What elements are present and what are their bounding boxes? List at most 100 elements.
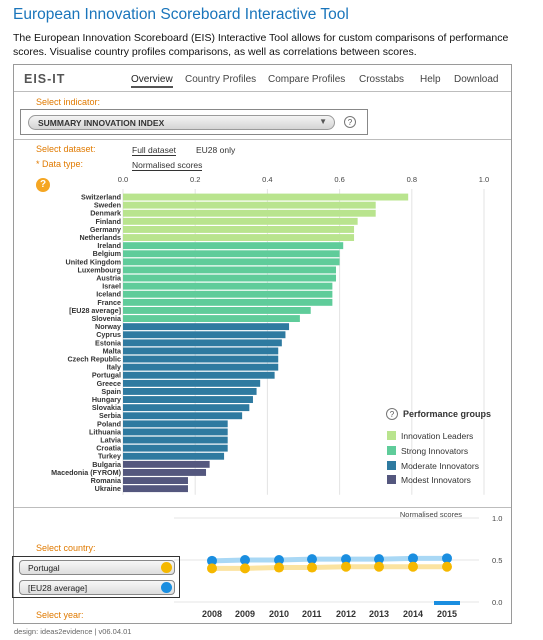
selected-year-marker <box>434 601 460 605</box>
year-label: Select year: <box>36 610 84 620</box>
x-tick-label: 0.2 <box>190 175 200 184</box>
trend-point-eu28-average-2014 <box>408 553 418 564</box>
trend-point-portugal-2010 <box>274 562 284 573</box>
bar-bulgaria <box>123 460 210 468</box>
trend-line-eu28-average <box>209 555 450 564</box>
indicator-help-icon[interactable]: ? <box>344 116 356 128</box>
bar-finland <box>123 217 358 225</box>
bar-label-italy: Italy <box>107 363 121 372</box>
bar-label-cyprus: Cyprus <box>96 330 121 339</box>
datatype-label: * Data type: <box>36 159 84 169</box>
dataset-option-eu28[interactable]: EU28 only <box>196 145 236 155</box>
year-2009[interactable]: 2009 <box>235 609 256 619</box>
trend-y-tick-label: 1.0 <box>492 514 502 523</box>
indicator-label: Select indicator: <box>36 97 101 107</box>
trend-point-eu28-average-2009 <box>240 555 250 565</box>
bar-macedonia-fyrom <box>123 469 207 476</box>
bar-label-france: France <box>97 298 121 307</box>
bar-label-macedonia-fyrom: Macedonia (FYROM) <box>51 468 121 477</box>
bar-slovenia <box>123 315 300 322</box>
bar-portugal <box>123 371 275 379</box>
tab-download[interactable]: Download <box>454 74 499 85</box>
tab-country-profiles[interactable]: Country Profiles <box>185 74 257 85</box>
bar-label-bulgaria: Bulgaria <box>92 460 122 469</box>
bar-label-ukraine: Ukraine <box>95 484 121 493</box>
year-2012[interactable]: 2012 <box>336 609 357 619</box>
bar-label-portugal: Portugal <box>92 371 121 380</box>
bar-label-norway: Norway <box>95 322 121 331</box>
bar-iceland <box>123 290 333 298</box>
indicator-select[interactable]: SUMMARY INNOVATION INDEX ▼ <box>28 115 335 130</box>
trend-point-eu28-average-2010 <box>274 555 284 565</box>
bar-estonia <box>123 339 282 347</box>
trend-point-eu28-average-2011 <box>307 554 317 565</box>
tab-help[interactable]: Help <box>420 74 441 85</box>
bar-ukraine <box>123 485 188 493</box>
bar-slovakia <box>123 404 250 412</box>
bar-label-denmark: Denmark <box>90 209 121 218</box>
year-2011[interactable]: 2011 <box>302 609 322 619</box>
tab-overview[interactable]: Overview <box>131 74 173 88</box>
country-item-portugal-label: Portugal <box>28 563 60 573</box>
tab-compare-profiles[interactable]: Compare Profiles <box>268 74 346 85</box>
page-title: European Innovation Scoreboard Interacti… <box>13 6 349 23</box>
x-tick-label: 0.4 <box>262 175 272 184</box>
bar-label-latvia: Latvia <box>100 436 122 445</box>
bar-denmark <box>123 209 376 217</box>
x-tick-label: 0.6 <box>334 175 344 184</box>
bar-label-czech-republic: Czech Republic <box>67 355 121 364</box>
legend-label-strong: Strong Innovators <box>401 446 469 456</box>
legend-help-icon[interactable]: ? <box>386 408 398 420</box>
trend-point-eu28-average-2013 <box>374 554 384 565</box>
bar-label-poland: Poland <box>97 419 121 428</box>
bar-label-malta: Malta <box>103 346 122 355</box>
dataset-option-full[interactable]: Full dataset <box>132 145 176 156</box>
bar-croatia <box>123 444 228 452</box>
x-tick-label: 0.0 <box>118 175 128 184</box>
year-2015[interactable]: 2015 <box>437 609 458 619</box>
country-item-portugal[interactable]: Portugal <box>19 560 175 575</box>
datatype-value[interactable]: Normalised scores <box>132 160 203 171</box>
bar-label-estonia: Estonia <box>95 338 122 347</box>
bar-latvia <box>123 436 228 444</box>
legend-swatch-leaders <box>387 431 396 440</box>
indicator-value: SUMMARY INNOVATION INDEX <box>38 118 165 128</box>
trend-point-portugal-2013 <box>374 561 384 572</box>
bar-label-eu28-average: [EU28 average] <box>69 306 121 315</box>
year-2008[interactable]: 2008 <box>202 609 223 619</box>
nav-divider <box>14 91 511 92</box>
year-2014[interactable]: 2014 <box>403 609 424 619</box>
year-2010[interactable]: 2010 <box>269 609 290 619</box>
bar-belgium <box>123 250 340 258</box>
bar-czech-republic <box>123 355 279 363</box>
x-tick-label: 1.0 <box>479 175 489 184</box>
tab-crosstabs[interactable]: Crosstabs <box>359 74 405 85</box>
country-item-eu28[interactable]: [EU28 average] <box>19 580 175 595</box>
trend-point-eu28-average-2012 <box>341 554 351 565</box>
bar-austria <box>123 274 336 282</box>
app-logo: EIS-IT <box>24 72 66 86</box>
year-2013[interactable]: 2013 <box>369 609 390 619</box>
bar-france <box>123 298 333 306</box>
trend-point-portugal-2012 <box>341 561 351 572</box>
chart-help-icon[interactable]: ? <box>36 178 50 192</box>
bar-label-finland: Finland <box>95 217 121 226</box>
bar-turkey <box>123 452 225 460</box>
bar-united-kingdom <box>123 258 340 266</box>
portugal-color-dot <box>161 562 172 573</box>
bar-israel <box>123 282 333 290</box>
bar-chart: 0.0 0.2 0.4 0.6 0.8 1.0 SwitzerlandSwedenDenma… <box>51 175 489 495</box>
indicator-box: SUMMARY INNOVATION INDEX ▼ ? <box>20 109 368 135</box>
bar-hungary <box>123 396 253 403</box>
bar-label-romania: Romania <box>91 476 122 485</box>
bar-label-iceland: Iceland <box>96 290 121 299</box>
bar-label-israel: Israel <box>102 282 121 291</box>
bar-label-spain: Spain <box>101 387 121 396</box>
trend-chart: Normalised scores 1.0 0.5 0.0 <box>174 510 502 610</box>
bar-label-belgium: Belgium <box>93 249 121 258</box>
bar-serbia <box>123 412 243 420</box>
indicator-divider <box>14 139 511 140</box>
chevron-down-icon: ▼ <box>319 117 327 126</box>
country-item-eu28-label: [EU28 average] <box>28 583 88 593</box>
bar-label-lithuania: Lithuania <box>89 427 122 436</box>
